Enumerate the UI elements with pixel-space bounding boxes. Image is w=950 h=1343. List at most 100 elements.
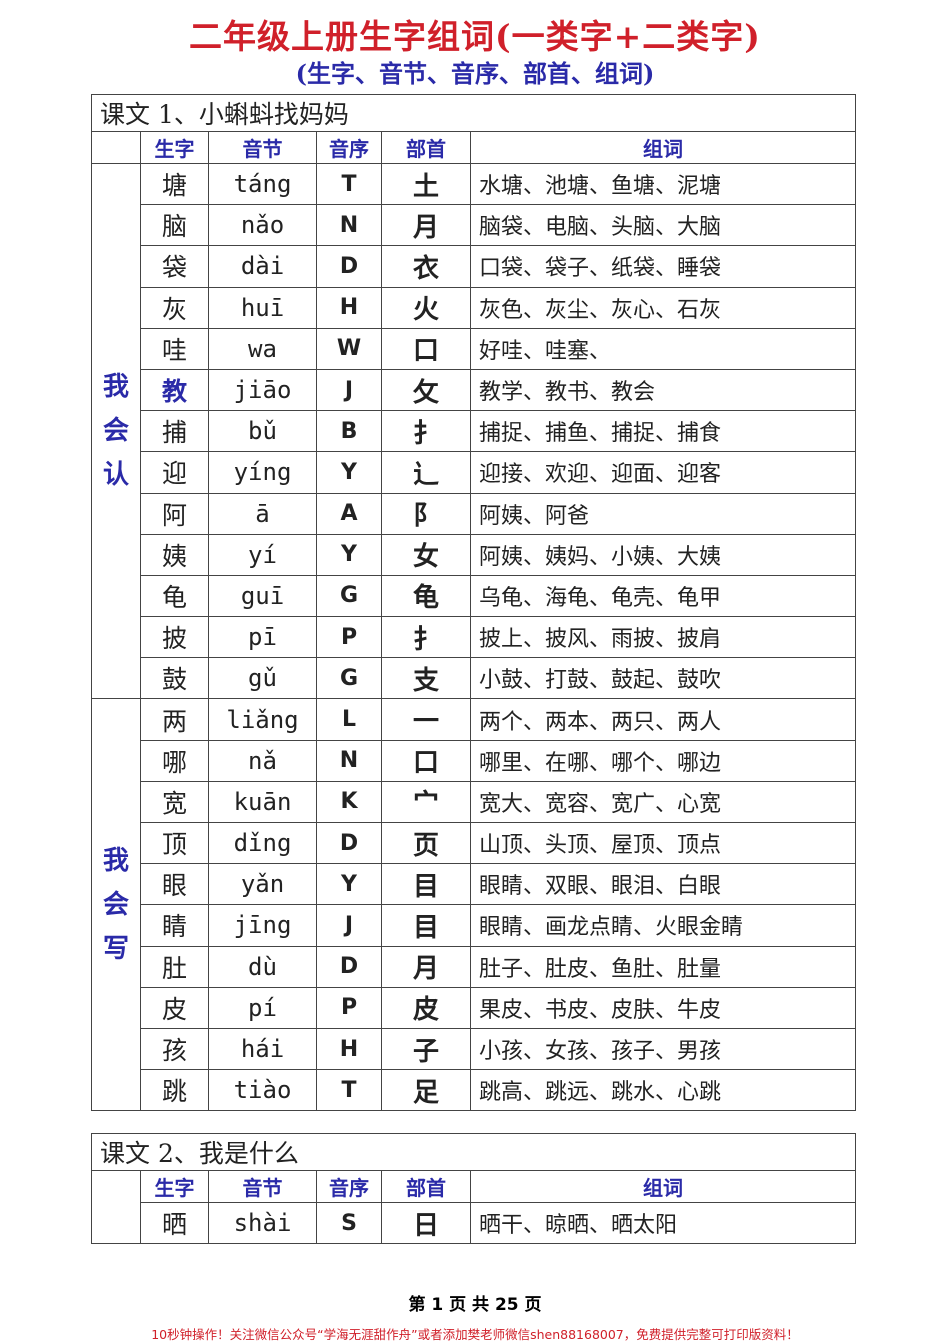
cell-radical: 扌	[381, 410, 471, 453]
group-label-blank	[91, 1169, 141, 1245]
cell-words: 披上、披风、雨披、披肩	[470, 616, 856, 659]
cell-order: T	[316, 162, 382, 206]
page-indicator: 第 1 页 共 25 页	[408, 1295, 542, 1315]
lesson1-table: 课文 1、小蝌蚪找妈妈 生字 音节 音序 部首 组词 我 会 认塘 táng T 土水…	[91, 94, 856, 1112]
cell-pinyin: bǔ	[208, 410, 317, 453]
cell-order: D	[316, 821, 382, 865]
header-order: 音序	[316, 1170, 382, 1203]
cell-order: P	[316, 986, 382, 1029]
cell-order: J	[316, 368, 382, 412]
cell-words: 好哇、哇塞、	[470, 327, 856, 370]
cell-radical: 目	[381, 904, 471, 947]
cell-pinyin: dài	[208, 245, 317, 288]
cell-char: 两	[140, 698, 209, 741]
cell-words: 山顶、头顶、屋顶、顶点	[470, 821, 856, 865]
cell-words: 阿姨、姨妈、小姨、大姨	[470, 533, 856, 576]
cell-words: 水塘、池塘、鱼塘、泥塘	[470, 162, 856, 206]
cell-radical: 子	[381, 1027, 471, 1071]
cell-radical: 扌	[381, 616, 471, 659]
cell-order: G	[316, 657, 382, 700]
table-row: 宽 kuān K 宀宽大、宽容、宽广、心宽	[92, 780, 856, 824]
cell-radical: 皮	[381, 986, 471, 1029]
cell-radical: 日	[381, 1201, 471, 1245]
cell-order: Y	[316, 863, 382, 906]
header-row: 生字 音节 音序 部首 组词	[91, 131, 856, 164]
table-row: 阿 ā A 阝阿姨、阿爸	[92, 492, 856, 535]
group-label: 我 会 写	[91, 698, 141, 1112]
cell-words: 口袋、袋子、纸袋、睡袋	[470, 245, 856, 288]
cell-words: 肚子、肚皮、鱼肚、肚量	[470, 945, 856, 988]
cell-pinyin: pí	[208, 986, 317, 1029]
lesson2-table: 课文 2、我是什么 生字 音节 音序 部首 组词 晒 shài S 日晒干、晾晒、晒太…	[91, 1133, 856, 1245]
cell-radical: 月	[381, 945, 471, 988]
table-row: 鼓 gǔ G 支小鼓、打鼓、鼓起、鼓吹	[92, 657, 856, 700]
cell-pinyin: jīng	[208, 904, 317, 947]
cell-words: 小孩、女孩、孩子、男孩	[470, 1027, 856, 1071]
cell-pinyin: ā	[208, 492, 317, 535]
cell-order: H	[316, 1027, 382, 1071]
cell-order: J	[316, 904, 382, 947]
header-words: 组词	[470, 1170, 856, 1203]
cell-words: 脑袋、电脑、头脑、大脑	[470, 204, 856, 247]
cell-char: 鼓	[140, 657, 209, 700]
cell-radical: 土	[381, 162, 471, 206]
cell-radical: 口	[381, 739, 471, 782]
cell-words: 捕捉、捕鱼、捕捉、捕食	[470, 410, 856, 453]
cell-order: N	[316, 739, 382, 782]
table-row: 跳 tiào T 足跳高、跳远、跳水、心跳	[92, 1069, 856, 1112]
cell-radical: 攵	[381, 368, 471, 412]
table-row: 顶 dǐng D 页山顶、头顶、屋顶、顶点	[92, 821, 856, 865]
cell-char: 肚	[140, 945, 209, 988]
cell-char: 捕	[140, 410, 209, 453]
table-row: 孩 hái H 子小孩、女孩、孩子、男孩	[92, 1027, 856, 1071]
cell-words: 两个、两本、两只、两人	[470, 698, 856, 741]
header-words: 组词	[470, 131, 856, 164]
cell-words: 跳高、跳远、跳水、心跳	[470, 1069, 856, 1112]
cell-char: 教	[140, 368, 209, 412]
table-row: 披 pī P 扌披上、披风、雨披、披肩	[92, 616, 856, 659]
cell-char: 阿	[140, 492, 209, 535]
cell-char: 哇	[140, 327, 209, 370]
cell-char: 顶	[140, 821, 209, 865]
cell-radical: 衣	[381, 245, 471, 288]
table-row: 迎 yíng Y 辶迎接、欢迎、迎面、迎客	[92, 451, 856, 494]
cell-order: H	[316, 286, 382, 329]
cell-radical: 足	[381, 1069, 471, 1112]
table-row: 哇 wa W 口好哇、哇塞、	[92, 327, 856, 370]
cell-order: S	[316, 1201, 382, 1245]
cell-pinyin: gǔ	[208, 657, 317, 700]
cell-order: T	[316, 1069, 382, 1112]
table-row: 皮 pí P 皮果皮、书皮、皮肤、牛皮	[92, 986, 856, 1029]
cell-pinyin: hái	[208, 1027, 317, 1071]
cell-pinyin: nǎo	[208, 204, 317, 247]
cell-pinyin: dǐng	[208, 821, 317, 865]
table-row: 我 会 认塘 táng T 土水塘、池塘、鱼塘、泥塘	[91, 162, 856, 700]
cell-words: 小鼓、打鼓、鼓起、鼓吹	[470, 657, 856, 700]
cell-words: 阿姨、阿爸	[470, 492, 856, 535]
document-subtitle: (生字、音节、音序、部首、组词)	[295, 59, 655, 88]
table-row: 肚 dù D 月肚子、肚皮、鱼肚、肚量	[92, 945, 856, 988]
cell-order: L	[316, 698, 382, 741]
cell-pinyin: pī	[208, 616, 317, 659]
cell-char: 睛	[140, 904, 209, 947]
cell-words: 晒干、晾晒、晒太阳	[470, 1201, 856, 1245]
cell-pinyin: shài	[208, 1201, 317, 1245]
cell-words: 哪里、在哪、哪个、哪边	[470, 739, 856, 782]
cell-order: N	[316, 204, 382, 247]
cell-radical: 一	[381, 698, 471, 741]
table-row: 晒 shài S 日晒干、晾晒、晒太阳	[92, 1201, 856, 1245]
cell-order: K	[316, 780, 382, 824]
cell-words: 乌龟、海龟、龟壳、龟甲	[470, 574, 856, 618]
header-pinyin: 音节	[208, 131, 317, 164]
cell-char: 袋	[140, 245, 209, 288]
lesson1-title: 课文 1、小蝌蚪找妈妈	[91, 94, 856, 132]
cell-char: 宽	[140, 780, 209, 824]
header-order: 音序	[316, 131, 382, 164]
document-title: 二年级上册生字组词(一类字+二类字)	[189, 17, 761, 56]
cell-words: 眼睛、画龙点睛、火眼金睛	[470, 904, 856, 947]
cell-radical: 火	[381, 286, 471, 329]
table-row: 灰 huī H 火灰色、灰尘、灰心、石灰	[92, 286, 856, 329]
header-row: 生字 音节 音序 部首 组词	[91, 1169, 856, 1245]
cell-radical: 女	[381, 533, 471, 576]
table-row: 龟 guī G 龟乌龟、海龟、龟壳、龟甲	[92, 574, 856, 618]
